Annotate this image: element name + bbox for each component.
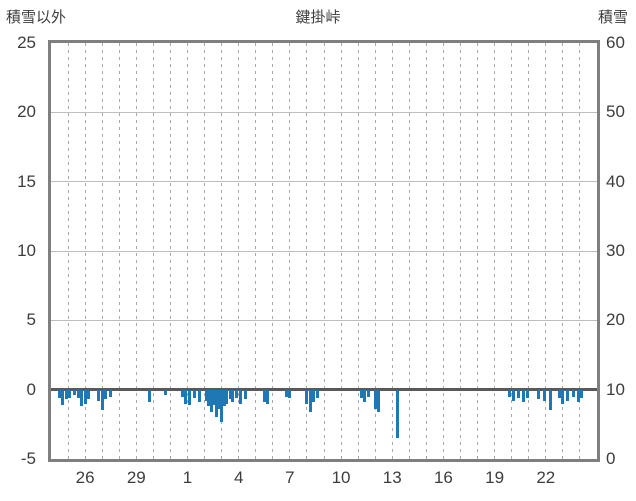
h-gridline [51,111,597,113]
precip-bar [557,389,561,398]
x-tick: 29 [126,468,146,487]
x-tick: 7 [285,468,295,487]
precip-bar [231,389,235,403]
precip-bar [363,389,367,403]
precip-bar [100,389,104,411]
precip-bar [288,389,292,398]
precip-bar [305,389,309,404]
y-tick-left: -5 [20,449,36,468]
x-tick: 4 [233,468,244,487]
precip-bar [80,389,84,407]
y-tick-left: 25 [17,33,36,52]
precip-bar [517,389,520,398]
y-tick-left: 5 [26,310,36,330]
precip-bar [395,389,399,439]
precip-bar [228,389,232,400]
precip-bar [83,389,87,404]
precip-bar [192,389,196,398]
precip-bar [308,389,312,412]
precip-bar [561,389,565,404]
precip-bar [217,389,221,410]
precip-bar [377,389,381,412]
x-tick: 10 [331,468,351,487]
right-axis-title: 積雪 [597,9,628,26]
precip-bar [184,389,188,404]
plot-area [48,40,600,462]
precip-bar [315,389,319,398]
precip-bar [508,389,512,397]
precip-bar [109,389,113,397]
precip-bar [212,389,216,405]
precip-bar [312,389,316,403]
x-tick: 1 [182,468,193,487]
precip-bar [222,389,226,407]
precip-bar [549,389,553,411]
precip-bar [148,389,152,403]
h-gridline [51,181,597,183]
y-tick-right: 30 [606,241,625,260]
precip-bar [61,389,65,405]
precip-bar [266,389,270,404]
precip-bar [360,389,364,398]
precip-bar [525,389,529,398]
precip-bar [87,389,91,400]
y-tick-left: 15 [17,171,36,191]
y-tick-right: 60 [606,33,625,52]
precip-bar [542,389,546,401]
x-tick: 22 [536,468,556,487]
precip-bar [580,389,584,398]
precip-bar [244,389,247,400]
precip-bar [576,389,580,403]
precip-bar [537,389,541,400]
y-tick-right: 0 [606,449,616,468]
precip-bar [97,389,101,401]
y-tick-left: 20 [17,102,36,122]
precip-bar [215,389,218,418]
x-tick: 26 [75,468,95,487]
precip-bar [64,389,68,400]
precip-bar [104,389,108,400]
y-tick-left: 0 [26,379,36,399]
x-tick: 19 [485,468,505,487]
precip-bar [522,389,526,403]
precip-bar [511,389,515,401]
x-tick: 13 [382,468,402,487]
precip-bar [163,389,167,396]
plot-inner [51,43,597,459]
x-tick: 16 [433,468,453,487]
precip-bar [180,389,184,397]
precip-bar [76,389,80,398]
y-tick-right: 20 [606,310,625,330]
precip-bar [284,389,288,397]
zero-line [51,388,597,392]
precip-bar [225,389,229,404]
precip-bar [72,389,76,396]
precip-bar [238,389,242,404]
y-tick-left: 10 [17,241,36,260]
precip-bar [566,389,570,401]
precip-bar [204,389,208,401]
precip-bar [220,389,224,422]
h-gridline [51,319,597,321]
left-axis-title: 積雪以外 [6,9,67,26]
precip-bar [58,389,62,398]
precip-bar [235,389,239,398]
precip-bar [366,389,370,397]
precip-bar [187,389,191,405]
precip-bar [373,389,377,410]
chart-title: 鍵掛峠 [295,9,341,26]
precip-bar [262,389,266,403]
precip-bar [571,389,575,397]
y-tick-right: 40 [606,171,625,191]
y-tick-right: 50 [606,102,625,122]
h-gridline [51,250,597,252]
precip-bar [68,389,72,398]
precip-bar [197,389,201,403]
precip-bar [209,389,213,412]
precip-bar [207,389,211,407]
y-tick-right: 10 [606,379,625,399]
